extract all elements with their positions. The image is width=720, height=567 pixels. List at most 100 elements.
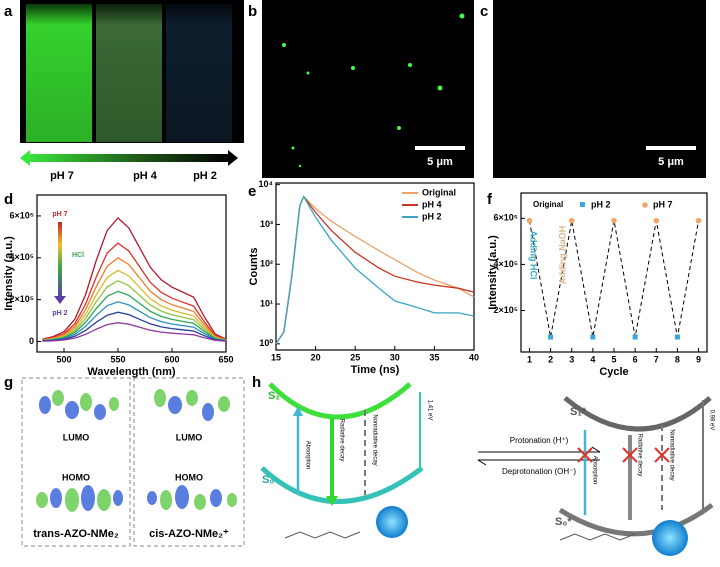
point <box>526 217 533 224</box>
s1-curve <box>268 382 412 420</box>
point <box>653 217 660 224</box>
gap-label: 0.98 eV <box>708 410 714 431</box>
arrow-head <box>20 150 30 166</box>
x-tick-label: 40 <box>469 352 479 362</box>
series-line <box>42 301 227 342</box>
y-tick-label: 10⁴ <box>259 179 273 189</box>
y-tick-label: 10¹ <box>260 298 273 308</box>
series-line <box>42 280 227 341</box>
state-label: S₀* <box>555 516 572 528</box>
legend-label: Original <box>422 187 456 197</box>
series-line <box>42 322 227 342</box>
box <box>21 377 131 547</box>
orbital-label: HOMO <box>175 472 203 482</box>
point <box>590 334 596 340</box>
state-label: S₁ <box>268 390 280 402</box>
process-label: Nonradiative decay <box>371 414 377 465</box>
series-line <box>275 195 475 345</box>
gap-label: 1.41 eV <box>426 400 432 421</box>
process-label: Radiative decay <box>636 434 642 477</box>
x-tick-label: 3 <box>569 354 574 364</box>
gradient-arrow <box>28 154 228 162</box>
s0-curve <box>260 466 424 504</box>
x-tick-label: 9 <box>696 354 701 364</box>
legend-label: pH 4 <box>422 199 442 209</box>
series-line <box>42 242 227 341</box>
reaction-label: Protonation (H⁺) <box>510 436 569 445</box>
cuvette <box>26 4 92 142</box>
y-tick-label: 2×10⁵ <box>494 305 519 315</box>
y-tick-label: 4×10⁵ <box>10 252 35 262</box>
scale-label: 5 μm <box>658 156 684 168</box>
molecule <box>284 531 361 539</box>
micrograph <box>493 0 706 178</box>
x-tick-label: 6 <box>633 354 638 364</box>
panel-label: g <box>4 374 13 391</box>
molecule-name: cis-AZO-NMe₂⁺ <box>149 528 229 540</box>
state-label: S₁* <box>570 406 587 418</box>
point <box>632 334 638 340</box>
annotation: Adding HCl <box>529 231 539 280</box>
x-tick-label: 650 <box>218 354 233 364</box>
panel-label: h <box>252 374 261 391</box>
arrow-head <box>54 296 66 304</box>
x-tick-label: 20 <box>311 352 321 362</box>
point <box>568 217 575 224</box>
cuvette <box>96 4 162 142</box>
legend-swatch <box>580 202 585 207</box>
x-tick-label: 15 <box>271 352 281 362</box>
point <box>674 334 680 340</box>
nanoparticle <box>652 520 688 556</box>
y-tick-label: 10³ <box>260 219 273 229</box>
arrow-head <box>591 446 601 453</box>
panel-label: a <box>4 3 13 20</box>
x-tick-label: 8 <box>675 354 680 364</box>
x-tick-label: 5 <box>611 354 616 364</box>
series-line <box>42 217 227 340</box>
legend-label: pH 2 <box>422 211 442 221</box>
arrow-head <box>228 150 238 166</box>
blocked-mark <box>577 447 670 463</box>
y-tick-label: 4×10⁵ <box>494 259 519 269</box>
x-axis-label: Time (ns) <box>351 364 400 376</box>
series-line <box>42 257 227 341</box>
panel-label: c <box>480 3 488 20</box>
y-axis-label: Intensity (a.u.) <box>3 236 15 311</box>
connector <box>528 220 700 338</box>
legend-label: pH 2 <box>591 199 611 209</box>
orbital-label: HOMO <box>62 472 90 482</box>
series-line <box>42 269 227 341</box>
panel-label: d <box>4 191 13 208</box>
x-tick-label: 25 <box>350 352 360 362</box>
orbital-label: LUMO <box>63 432 90 442</box>
x-tick-label: 4 <box>590 354 595 364</box>
box <box>133 377 245 547</box>
y-axis-label: Intensity (a.u.) <box>487 235 499 310</box>
orbital <box>36 389 237 512</box>
y-tick-label: 2×10⁵ <box>10 294 35 304</box>
s0-curve <box>558 503 714 537</box>
particles <box>282 13 465 168</box>
x-tick-label: 600 <box>164 354 179 364</box>
molecule-name: trans-AZO-NMe₂ <box>33 528 119 540</box>
panel-label: b <box>248 3 257 20</box>
plot-frame <box>36 194 227 353</box>
y-axis-label: Counts <box>248 248 260 286</box>
annotation: HCl <box>72 252 84 259</box>
panel-label: e <box>248 183 256 200</box>
ph-label: pH 7 <box>50 170 74 182</box>
x-tick-label: 30 <box>390 352 400 362</box>
arrow-head <box>293 406 303 416</box>
arrow-head <box>326 496 338 506</box>
point <box>611 217 617 224</box>
x-tick-label: 35 <box>429 352 439 362</box>
panel-label: f <box>487 191 493 208</box>
process-label: Nonradiative decay <box>668 429 674 480</box>
annotation: pH 7 <box>52 211 67 218</box>
orbital-label: LUMO <box>176 432 203 442</box>
plot-frame <box>275 182 475 351</box>
x-tick-label: 550 <box>110 354 125 364</box>
arrow-head <box>477 459 487 466</box>
ph-label: pH 4 <box>133 170 158 182</box>
process-label: Absorption <box>591 456 597 485</box>
